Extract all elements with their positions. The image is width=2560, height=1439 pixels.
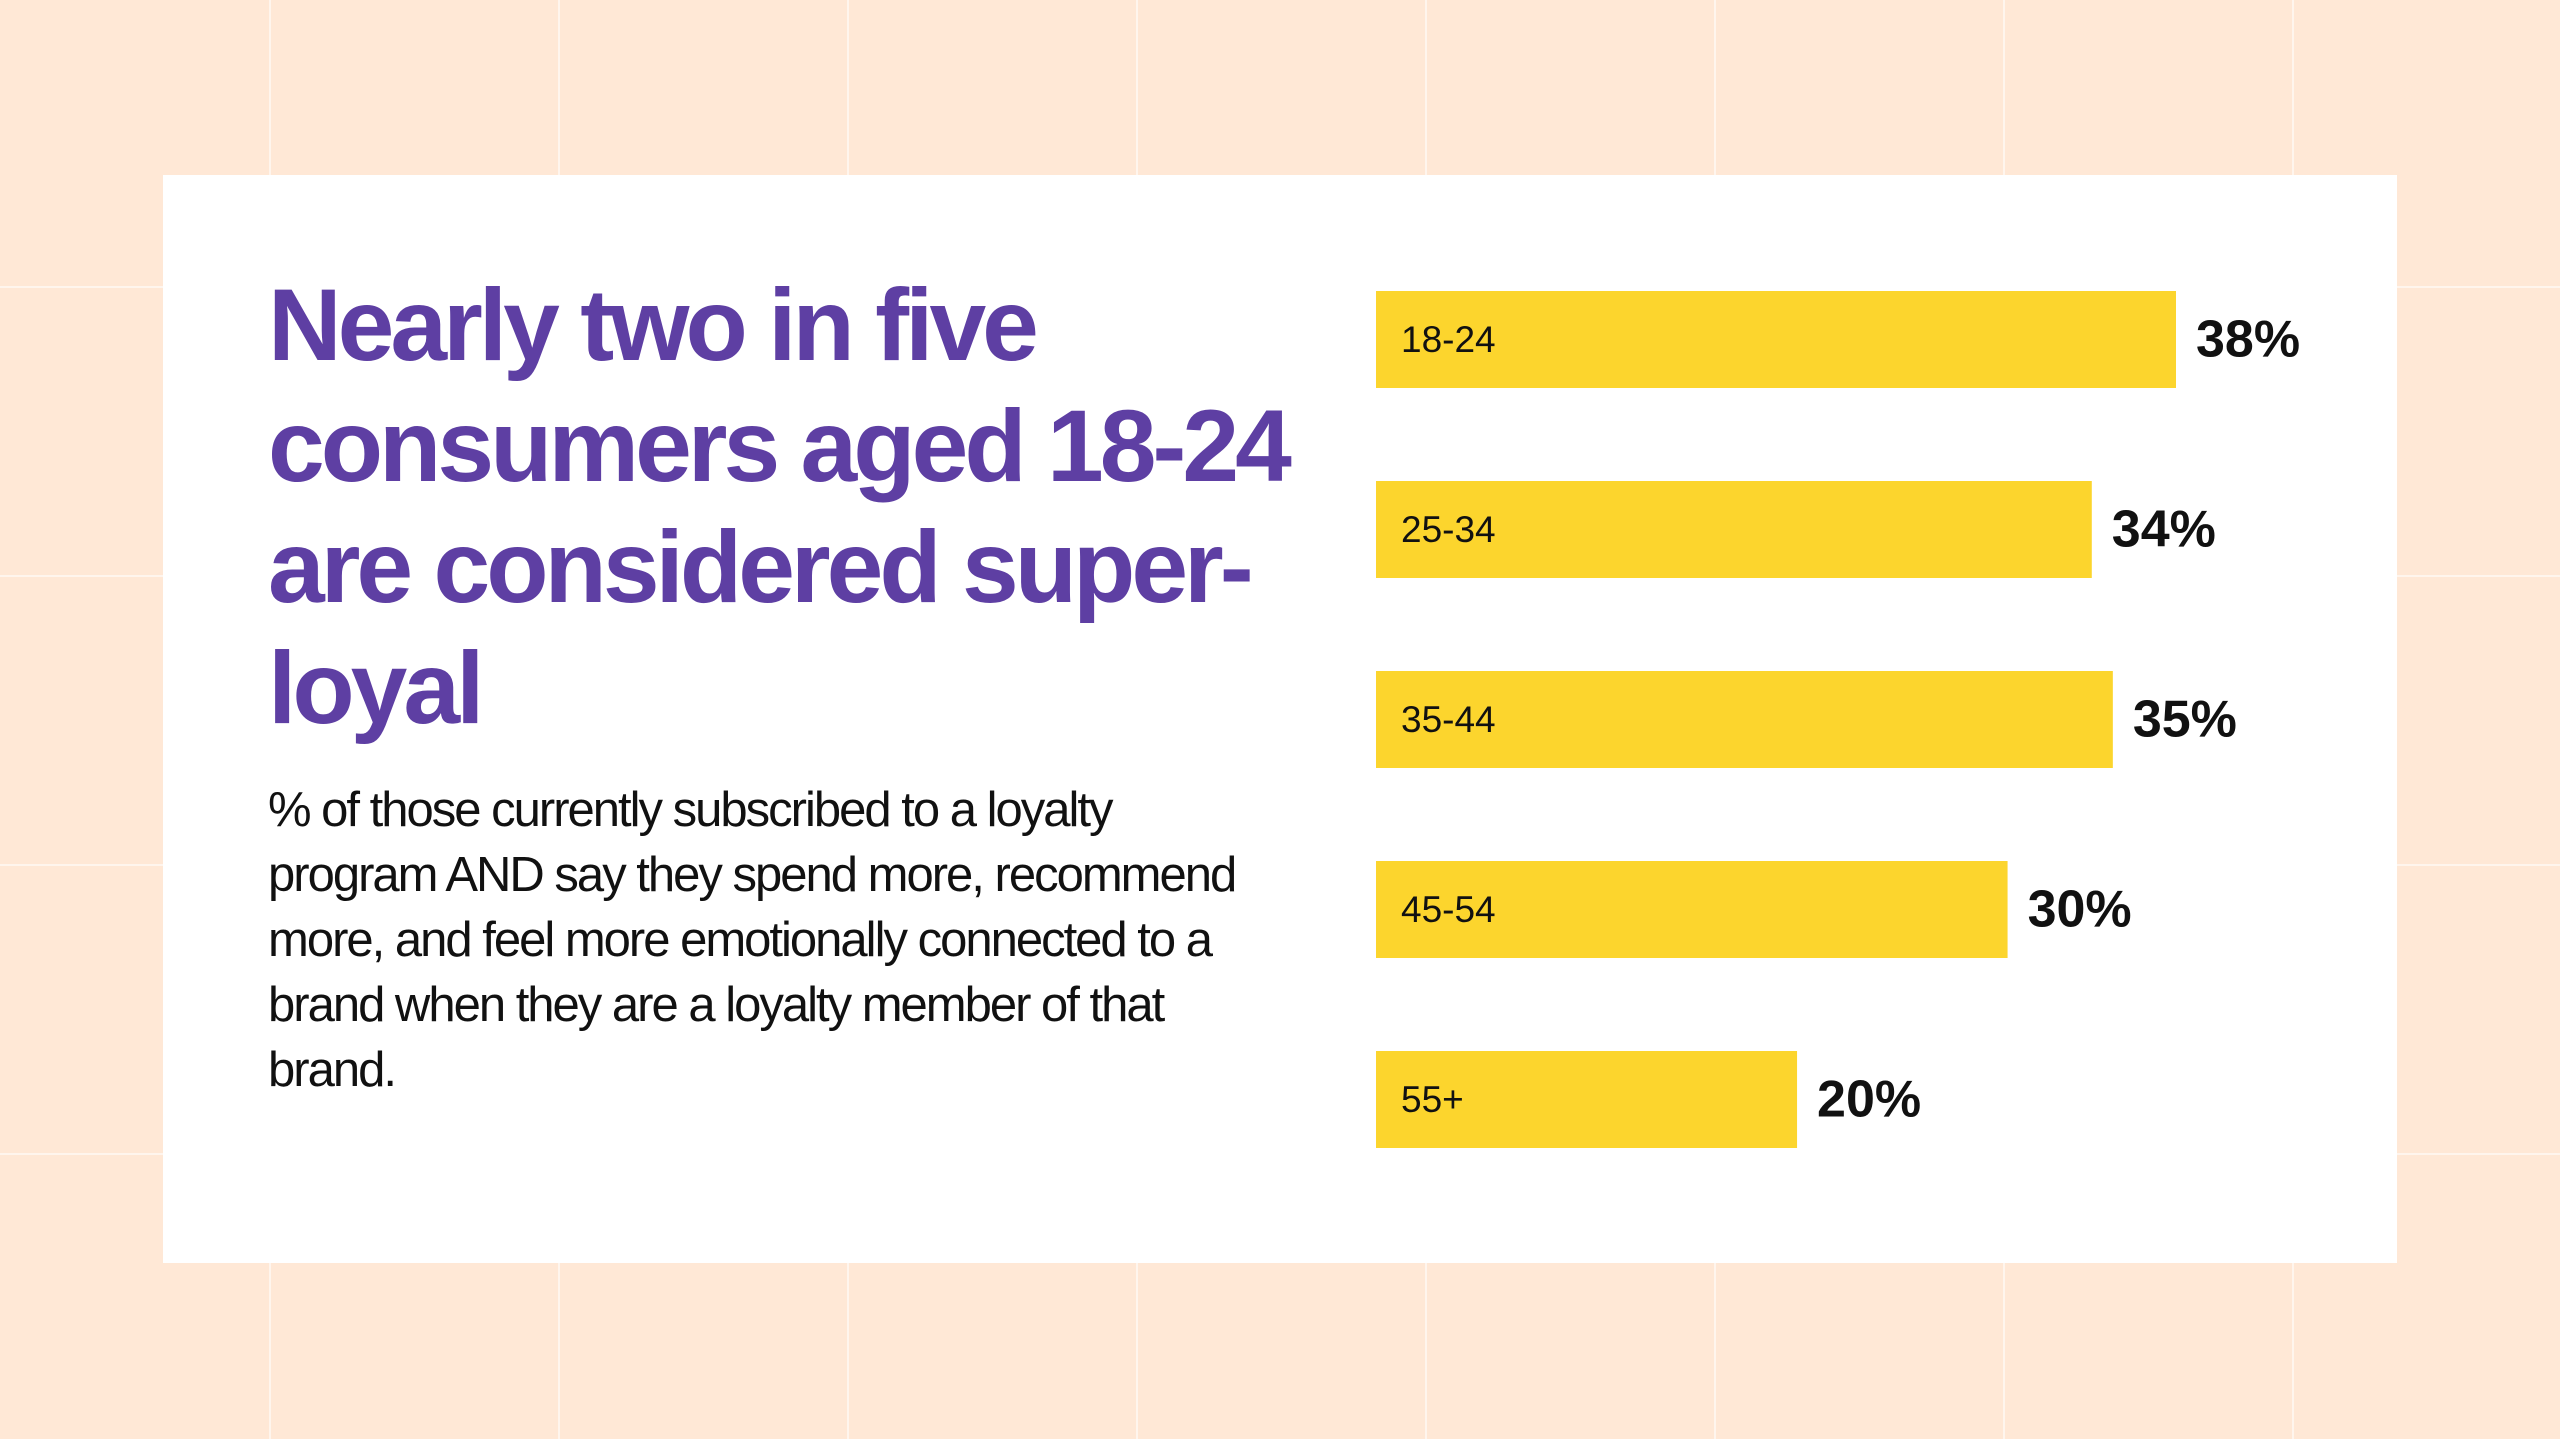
value-label-18-24: 38% <box>2196 311 2300 369</box>
category-label-55+: 55+ <box>1401 1079 1464 1120</box>
bar-55+ <box>1376 1051 1798 1148</box>
category-label-35-44: 35-44 <box>1401 699 1496 740</box>
category-label-45-54: 45-54 <box>1401 889 1496 930</box>
bar-18-24 <box>1376 291 2176 388</box>
subtitle: % of those currently subscribed to a loy… <box>268 783 1237 1097</box>
headline: Nearly two in five consumers aged 18-24 … <box>268 268 1292 745</box>
chart-card: Nearly two in five consumers aged 18-24 … <box>163 175 2397 1263</box>
bar-25-34 <box>1376 481 2092 578</box>
bar-chart: 18-24 38% 25-34 34% 35-44 35% 45-54 30% 55+ 20% <box>1376 291 2300 1148</box>
category-label-18-24: 18-24 <box>1401 319 1496 360</box>
category-label-25-34: 25-34 <box>1401 509 1496 550</box>
value-label-35-44: 35% <box>2133 691 2237 749</box>
value-label-25-34: 34% <box>2112 501 2216 559</box>
value-label-45-54: 30% <box>2028 881 2132 939</box>
bar-45-54 <box>1376 861 2008 958</box>
bar-35-44 <box>1376 671 2113 768</box>
value-label-55+: 20% <box>1817 1071 1921 1129</box>
